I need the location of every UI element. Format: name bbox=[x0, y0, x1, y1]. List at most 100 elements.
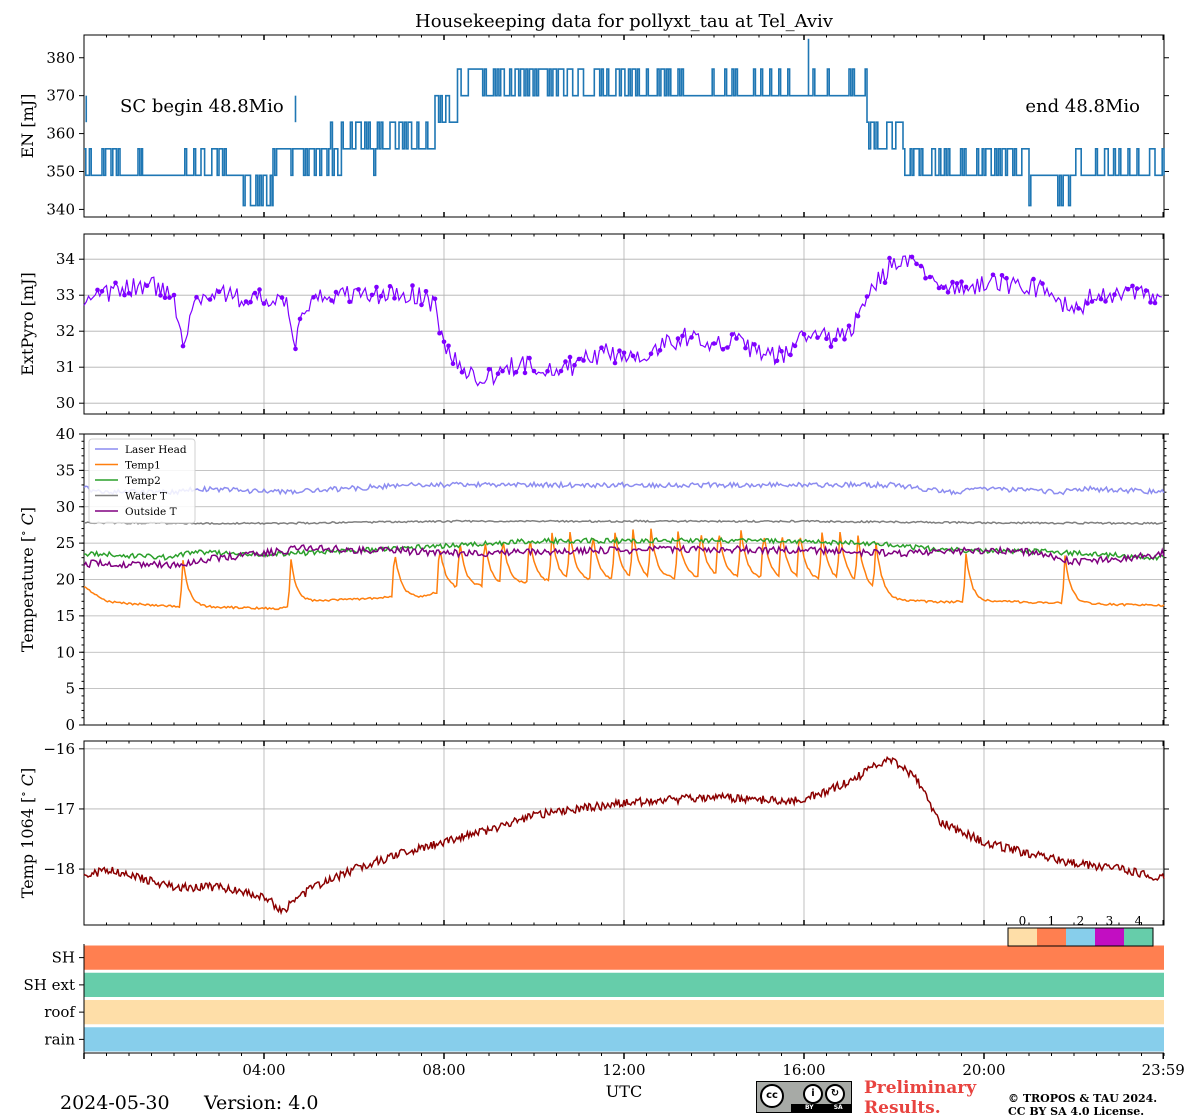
extpyro-point bbox=[927, 274, 933, 280]
extpyro-point bbox=[936, 285, 942, 291]
copyright-notice: © TROPOS & TAU 2024. CC BY SA 4.0 Licens… bbox=[1008, 1092, 1157, 1118]
extpyro-point bbox=[392, 296, 397, 301]
by-attribution-icon: i bbox=[803, 1084, 823, 1104]
extpyro-point bbox=[689, 335, 694, 340]
cc-badge-strip: BY SA bbox=[791, 1104, 851, 1112]
extpyro-point bbox=[527, 355, 532, 361]
y-tick-label: 35 bbox=[56, 461, 75, 479]
extpyro-point bbox=[522, 370, 528, 376]
status-colorbar: 0 1 2 3 4 bbox=[1007, 914, 1154, 947]
extpyro-point bbox=[329, 298, 334, 303]
extpyro-point bbox=[1152, 300, 1158, 306]
status-row-label: roof bbox=[44, 1003, 76, 1021]
y-tick-label: 380 bbox=[46, 49, 75, 67]
temp1064-series-line bbox=[83, 755, 1165, 916]
extpyro-point bbox=[824, 336, 829, 342]
extpyro-point bbox=[1098, 296, 1104, 302]
y-tick-label: 30 bbox=[56, 394, 75, 412]
extpyro-point bbox=[1112, 292, 1117, 297]
extpyro-point bbox=[567, 354, 573, 360]
extpyro-point bbox=[126, 291, 132, 296]
colorbar-label: 2 bbox=[1077, 914, 1085, 928]
extpyro-point bbox=[180, 343, 186, 349]
y-tick-label: 350 bbox=[46, 163, 75, 181]
extpyro-point bbox=[711, 341, 717, 346]
legend-box bbox=[88, 438, 196, 524]
extpyro-point bbox=[801, 332, 807, 337]
extpyro-point bbox=[162, 295, 168, 301]
extpyro-point bbox=[171, 292, 177, 298]
extpyro-point bbox=[95, 287, 100, 293]
extpyro-point bbox=[207, 297, 213, 302]
extpyro-point bbox=[1076, 306, 1081, 311]
extpyro-point bbox=[990, 272, 996, 278]
extpyro-point bbox=[734, 336, 739, 341]
y-tick-label: −17 bbox=[43, 800, 75, 818]
status-panel: SH SH ext roof rain 04:00 08:00 12:00 16:00 20:0… bbox=[24, 944, 1185, 1079]
y-tick-label: 10 bbox=[56, 643, 75, 661]
extpyro-point bbox=[500, 368, 505, 374]
legend-label: Laser Head bbox=[125, 444, 187, 456]
extpyro-point bbox=[257, 287, 262, 292]
extpyro-point bbox=[1085, 301, 1090, 306]
temp-series-3-line bbox=[83, 519, 1165, 526]
extpyro-point bbox=[788, 352, 793, 358]
cc-sa-text: SA bbox=[833, 1104, 843, 1111]
y-tick-label: 32 bbox=[56, 322, 75, 340]
extpyro-point bbox=[725, 345, 730, 350]
extpyro-point bbox=[923, 275, 928, 281]
extpyro-point bbox=[999, 273, 1005, 278]
legend-label: Temp2 bbox=[125, 475, 161, 487]
extpyro-point bbox=[513, 369, 519, 375]
extpyro-point bbox=[779, 349, 784, 354]
extpyro-point bbox=[1134, 286, 1140, 291]
extpyro-point bbox=[657, 348, 663, 353]
unit-letter: C bbox=[18, 774, 37, 791]
extpyro-point bbox=[437, 330, 442, 336]
extpyro-point bbox=[563, 359, 568, 364]
y-tick-label: 340 bbox=[46, 200, 75, 218]
y-tick-label: 0 bbox=[65, 716, 75, 734]
extpyro-markers bbox=[95, 254, 1158, 377]
extpyro-point bbox=[558, 368, 564, 374]
extpyro-point bbox=[1089, 299, 1095, 304]
extpyro-point bbox=[419, 302, 424, 308]
annotation-end: end 48.8Mio bbox=[1025, 96, 1140, 117]
extpyro-point bbox=[423, 289, 429, 294]
x-axis-label: UTC bbox=[606, 1082, 642, 1101]
extpyro-point bbox=[950, 279, 955, 285]
copyright-line-2: CC BY SA 4.0 License. bbox=[1008, 1105, 1145, 1118]
extpyro-point bbox=[599, 345, 604, 351]
extpyro-point bbox=[963, 284, 969, 290]
colorbar-cell bbox=[1008, 928, 1037, 946]
colorbar-cell bbox=[1066, 928, 1095, 946]
extpyro-point bbox=[459, 369, 465, 375]
extpyro-point bbox=[909, 254, 915, 260]
y-tick-label: 30 bbox=[56, 498, 75, 516]
extpyro-point bbox=[612, 360, 618, 366]
x-tick-label: 23:59 bbox=[1142, 1061, 1185, 1079]
extpyro-point bbox=[828, 344, 834, 349]
panel-frame bbox=[83, 34, 1165, 218]
extpyro-point bbox=[918, 263, 924, 269]
extpyro-point bbox=[846, 323, 852, 329]
extpyro-point bbox=[1103, 299, 1108, 304]
footer-version: Version: 4.0 bbox=[204, 1092, 319, 1114]
status-row-roof bbox=[84, 1000, 1164, 1025]
y-axis-label: Temp 1064 [∘ C] bbox=[17, 768, 38, 898]
x-tick-label: 16:00 bbox=[782, 1061, 825, 1079]
extpyro-point bbox=[441, 339, 447, 345]
extpyro-point bbox=[675, 336, 681, 341]
extpyro-point bbox=[954, 281, 960, 286]
status-row-label: SH ext bbox=[24, 976, 76, 994]
extpyro-point bbox=[887, 255, 892, 261]
annotation-begin: SC begin 48.8Mio bbox=[120, 96, 284, 117]
extpyro-point bbox=[576, 356, 582, 362]
status-row-sh bbox=[84, 945, 1164, 970]
extpyro-point bbox=[720, 347, 726, 352]
extpyro-point bbox=[545, 368, 550, 374]
extpyro-point bbox=[572, 362, 577, 368]
extpyro-point bbox=[122, 292, 127, 298]
extpyro-point bbox=[1130, 283, 1135, 289]
colorbar-label: 3 bbox=[1106, 914, 1114, 928]
